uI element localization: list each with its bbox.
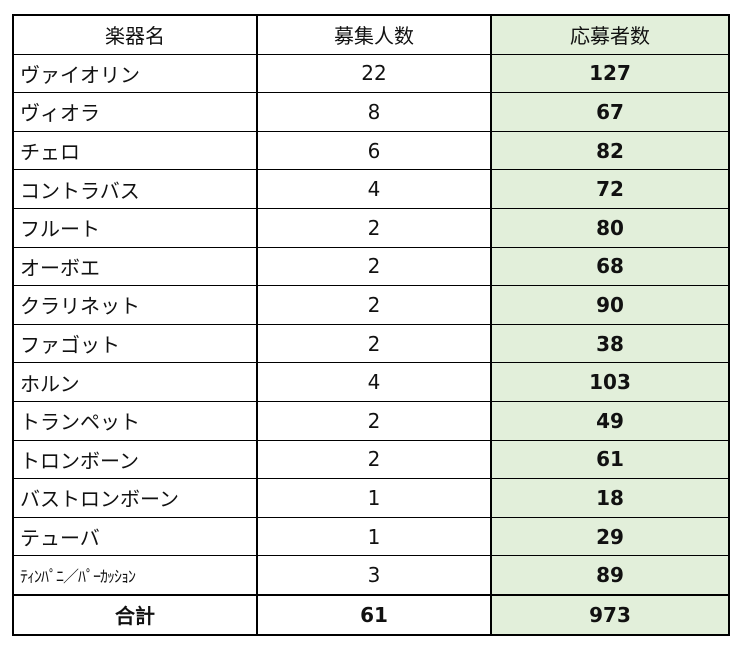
table-row: フルート 2 80	[12, 207, 730, 248]
table-row: トランペット 2 49	[12, 400, 730, 441]
applicants-cell: 61	[490, 439, 730, 480]
table-row: ファゴット 2 38	[12, 323, 730, 364]
applicants-cell: 38	[490, 323, 730, 364]
applicants-cell: 89	[490, 555, 730, 596]
recruit-cell: 2	[256, 400, 492, 441]
table-row: ﾃｨﾝﾊﾟﾆ／ﾊﾟｰｶｯｼｮﾝ 3 89	[12, 555, 730, 596]
table-row: ヴァイオリン 22 127	[12, 53, 730, 94]
applicants-cell: 80	[490, 207, 730, 248]
applicants-cell: 103	[490, 362, 730, 402]
recruit-cell: 3	[256, 555, 492, 596]
recruit-cell: 1	[256, 478, 492, 518]
applicants-cell: 90	[490, 285, 730, 325]
applicants-cell: 82	[490, 130, 730, 171]
recruit-cell: 2	[256, 285, 492, 325]
table-row: トロンボーン 2 61	[12, 439, 730, 480]
table-row: ヴィオラ 8 67	[12, 92, 730, 132]
applicants-cell: 68	[490, 246, 730, 287]
instrument-cell: トロンボーン	[12, 439, 258, 480]
recruitment-table: 楽器名 募集人数 応募者数 ヴァイオリン 22 127 ヴィオラ 8 67 チェロ 6 82 コン…	[12, 14, 730, 636]
recruit-cell: 2	[256, 207, 492, 248]
instrument-cell: ヴィオラ	[12, 92, 258, 132]
header-applicants: 応募者数	[490, 14, 730, 55]
total-label: 合計	[12, 593, 258, 635]
instrument-cell: テューバ	[12, 516, 258, 557]
applicants-cell: 67	[490, 92, 730, 132]
instrument-cell: クラリネット	[12, 285, 258, 325]
instrument-cell: チェロ	[12, 130, 258, 171]
applicants-cell: 29	[490, 516, 730, 557]
applicants-cell: 49	[490, 400, 730, 441]
recruit-cell: 2	[256, 439, 492, 480]
instrument-cell: バストロンボーン	[12, 478, 258, 518]
instrument-cell: ファゴット	[12, 323, 258, 364]
recruit-cell: 4	[256, 169, 492, 209]
instrument-cell: ホルン	[12, 362, 258, 402]
header-recruit: 募集人数	[256, 14, 492, 55]
table-row: バストロンボーン 1 18	[12, 478, 730, 518]
recruit-cell: 4	[256, 362, 492, 402]
recruit-cell: 6	[256, 130, 492, 171]
recruit-cell: 22	[256, 53, 492, 94]
recruit-cell: 2	[256, 246, 492, 287]
recruit-cell: 1	[256, 516, 492, 557]
table-row: ホルン 4 103	[12, 362, 730, 402]
instrument-cell: トランペット	[12, 400, 258, 441]
table-row: テューバ 1 29	[12, 516, 730, 557]
table-row: チェロ 6 82	[12, 130, 730, 171]
applicants-cell: 127	[490, 53, 730, 94]
recruit-cell: 2	[256, 323, 492, 364]
header-row: 楽器名 募集人数 応募者数	[12, 14, 730, 55]
table-row: クラリネット 2 90	[12, 285, 730, 325]
instrument-cell: ﾃｨﾝﾊﾟﾆ／ﾊﾟｰｶｯｼｮﾝ	[12, 555, 258, 596]
total-applicants: 973	[490, 593, 730, 635]
table-row: コントラバス 4 72	[12, 169, 730, 209]
total-row: 合計 61 973	[12, 593, 730, 635]
instrument-cell: オーボエ	[12, 246, 258, 287]
total-recruit: 61	[256, 593, 492, 635]
instrument-cell: フルート	[12, 207, 258, 248]
recruit-cell: 8	[256, 92, 492, 132]
instrument-cell: ヴァイオリン	[12, 53, 258, 94]
table-row: オーボエ 2 68	[12, 246, 730, 287]
instrument-cell: コントラバス	[12, 169, 258, 209]
header-instrument: 楽器名	[12, 14, 258, 55]
applicants-cell: 18	[490, 478, 730, 518]
applicants-cell: 72	[490, 169, 730, 209]
